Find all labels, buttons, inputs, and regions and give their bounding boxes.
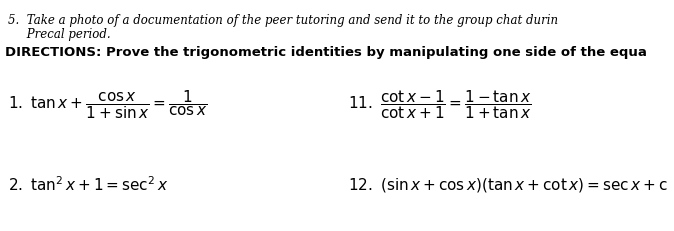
Text: $11.\ \dfrac{\cot x - 1}{\cot x + 1} = \dfrac{1 - \tan x}{1 + \tan x}$: $11.\ \dfrac{\cot x - 1}{\cot x + 1} = \… (348, 88, 532, 121)
Text: $12.\ (\sin x + \cos x)(\tan x + \cot x) = \sec x + \mathrm{c}$: $12.\ (\sin x + \cos x)(\tan x + \cot x)… (348, 175, 668, 193)
Text: 5.  Take a photo of a documentation of the peer tutoring and send it to the grou: 5. Take a photo of a documentation of th… (8, 14, 558, 27)
Text: Precal period.: Precal period. (8, 28, 111, 41)
Text: DIRECTIONS: Prove the trigonometric identities by manipulating one side of the e: DIRECTIONS: Prove the trigonometric iden… (5, 46, 647, 59)
Text: $2.\ \tan^2 x + 1 = \sec^2 x$: $2.\ \tan^2 x + 1 = \sec^2 x$ (8, 175, 168, 194)
Text: $1.\ \tan x + \dfrac{\cos x}{1+\sin x} = \dfrac{1}{\cos x}$: $1.\ \tan x + \dfrac{\cos x}{1+\sin x} =… (8, 88, 208, 121)
